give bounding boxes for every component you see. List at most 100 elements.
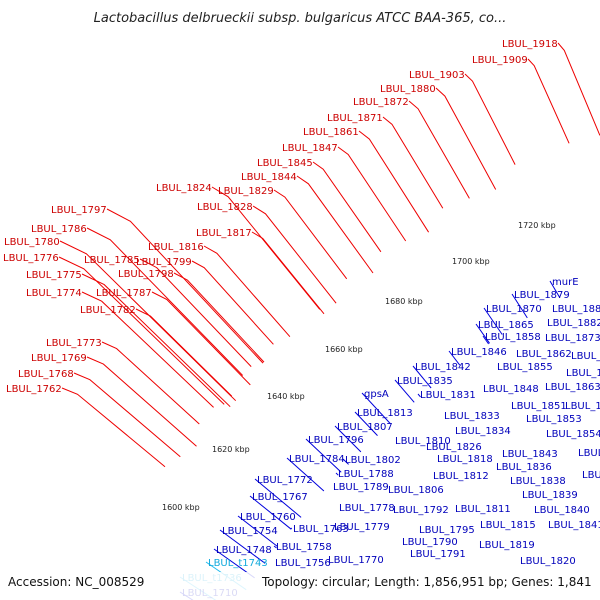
outer-gene-label: LBUL_1903	[409, 70, 465, 81]
outer-gene-label: LBUL_1799	[136, 257, 192, 268]
inner-gene-label: LBUL_1760	[240, 512, 296, 523]
inner-gene-label: LBUL_1789	[333, 482, 389, 493]
label-leader-lines	[58, 42, 600, 600]
kbp-tick-label: 1700 kbp	[452, 257, 490, 266]
inner-label-leader	[354, 411, 378, 436]
inner-gene-label: LBUL_1767	[252, 492, 308, 503]
outer-label-leader	[435, 87, 497, 190]
inner-gene-label: LBUL_1792	[393, 505, 449, 516]
outer-label-leader	[81, 273, 231, 408]
outer-gene-label: LBUL_1817	[196, 228, 252, 239]
outer-gene-label: LBUL_1769	[31, 353, 87, 364]
inner-gene-label: LBUL_1826	[426, 442, 482, 453]
accession-label: Accession: NC_008529	[8, 575, 144, 589]
inner-gene-label: LBUL_1820	[520, 556, 576, 567]
outer-gene-label: LBUL_1844	[241, 172, 297, 183]
outer-label-leader	[358, 130, 430, 233]
outer-label-leader	[151, 291, 251, 386]
inner-gene-label: LBUL_1772	[257, 475, 313, 486]
outer-gene-label: LBUL_1829	[218, 186, 274, 197]
gene-labels: LBUL_1918 LBUL_1909 LBUL_1903 LBUL_1880 LBUL…	[3, 39, 600, 599]
outer-label-leader	[203, 245, 291, 338]
inner-gene-label: LBUL_1835	[397, 376, 453, 387]
inner-label-leader	[482, 335, 490, 345]
inner-label-leader	[361, 392, 391, 424]
outer-label-leader	[86, 227, 244, 376]
inner-gene-label: LBUL_1810	[395, 436, 451, 447]
kbp-tick-label: 1600 kbp	[162, 503, 200, 512]
outer-label-leader	[382, 116, 444, 209]
outer-gene-label: LBUL_1918	[502, 39, 558, 50]
inner-gene-label: LBUL_1815	[480, 520, 536, 531]
inner-gene-label: LBUL_1756	[275, 558, 331, 569]
inner-gene-label: LBUL_1839	[522, 490, 578, 501]
outer-label-leader	[337, 146, 407, 242]
outer-label-leader	[211, 186, 321, 310]
outer-gene-label: LBUL_1786	[31, 224, 87, 235]
outer-label-leader	[135, 308, 233, 397]
inner-gene-label: LBUL_1806	[388, 485, 444, 496]
outer-gene-label: LBUL_1774	[26, 288, 82, 299]
inner-gene-label: LBUL_1873	[545, 333, 600, 344]
outer-label-leader	[86, 356, 197, 447]
inner-gene-label: gpsA	[364, 389, 389, 400]
inner-gene-label: LBUL_1851	[511, 401, 567, 412]
inner-gene-label: LBUL_1811	[455, 504, 511, 515]
inner-gene-label: LBUL_1882	[547, 318, 600, 329]
outer-gene-label: LBUL_1785	[84, 255, 140, 266]
inner-gene-label: LBUL_1833	[444, 411, 500, 422]
inner-gene-label: LBUL_1831	[420, 390, 476, 401]
outer-label-leader	[527, 58, 570, 144]
outer-label-leader	[81, 291, 214, 408]
inner-label-leader	[219, 529, 266, 564]
inner-gene-label: LBUL_1812	[433, 471, 489, 482]
outer-gene-label: LBUL_1787	[96, 288, 152, 299]
outer-gene-label: LBUL_1782	[80, 305, 136, 316]
outer-gene-label: LBUL_1847	[282, 143, 338, 154]
inner-label-leader	[335, 472, 339, 476]
outer-gene-label: LBUL_1880	[380, 84, 436, 95]
outer-label-leader	[252, 205, 337, 304]
inner-gene-label: LBUL_1779	[334, 522, 390, 533]
footer-backdrop	[0, 572, 600, 600]
outer-label-leader	[273, 189, 348, 280]
outer-gene-label: LBUL_1797	[51, 205, 107, 216]
kbp-tick-label: 1720 kbp	[518, 221, 556, 230]
inner-gene-label: LBUL_1874	[566, 368, 600, 379]
inner-gene-label: LBUL_1818	[437, 454, 493, 465]
inner-gene-label: LBUL_1819	[479, 540, 535, 551]
outer-label-leader	[408, 100, 470, 199]
inner-gene-label: LBUL_1791	[410, 549, 466, 560]
map-title: Lactobacillus delbrueckii subsp. bulgari…	[94, 11, 507, 26]
kbp-tick-label: 1620 kbp	[212, 445, 250, 454]
inner-label-leader	[412, 365, 432, 389]
outer-gene-label: LBUL_1773	[46, 338, 102, 349]
inner-gene-label: LBUL_1846	[451, 347, 507, 358]
outer-gene-label: LBUL_1909	[472, 55, 528, 66]
inner-gene-label: LBUL_1862	[516, 349, 572, 360]
outer-label-leader	[73, 372, 181, 458]
outer-gene-label: LBUL_1816	[148, 242, 204, 253]
outer-gene-label: LBUL_1776	[3, 253, 59, 264]
inner-gene-label: LBUL_1788	[338, 469, 394, 480]
outer-label-leader	[58, 256, 225, 405]
kbp-tick-label: 1640 kbp	[267, 392, 305, 401]
outer-gene-label: LBUL_1828	[197, 202, 253, 213]
inner-label-leader	[273, 545, 277, 549]
topology-summary: Topology: circular; Length: 1,856,951 bp…	[261, 575, 592, 589]
inner-gene-label: LBUL_1802	[345, 455, 401, 466]
inner-gene-label: LBUL_1840	[534, 505, 590, 516]
outer-gene-label: LBUL_1845	[257, 158, 313, 169]
inner-gene-label: LBUL_1784	[289, 454, 345, 465]
inner-gene-label: LBUL_1763	[293, 524, 349, 535]
outer-gene-label: LBUL_1824	[156, 183, 212, 194]
inner-gene-label: LBUL_1790	[402, 537, 458, 548]
inner-gene-label: LBUL_1870	[486, 304, 542, 315]
outer-label-leader	[464, 73, 516, 165]
inner-gene-label: LBUL_1865	[478, 320, 534, 331]
inner-label-leader	[511, 293, 528, 319]
inner-gene-label: LBUL_1841	[548, 520, 600, 531]
outer-label-leader	[101, 341, 200, 425]
inner-gene-label: LBUL_1853	[526, 414, 582, 425]
